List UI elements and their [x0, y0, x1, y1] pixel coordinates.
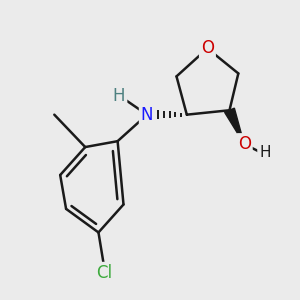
Text: O: O: [238, 135, 251, 153]
Text: H: H: [259, 146, 271, 160]
Polygon shape: [225, 108, 244, 144]
Text: N: N: [141, 106, 153, 124]
Text: O: O: [201, 39, 214, 57]
Text: Cl: Cl: [96, 264, 112, 282]
Text: H: H: [113, 86, 125, 104]
